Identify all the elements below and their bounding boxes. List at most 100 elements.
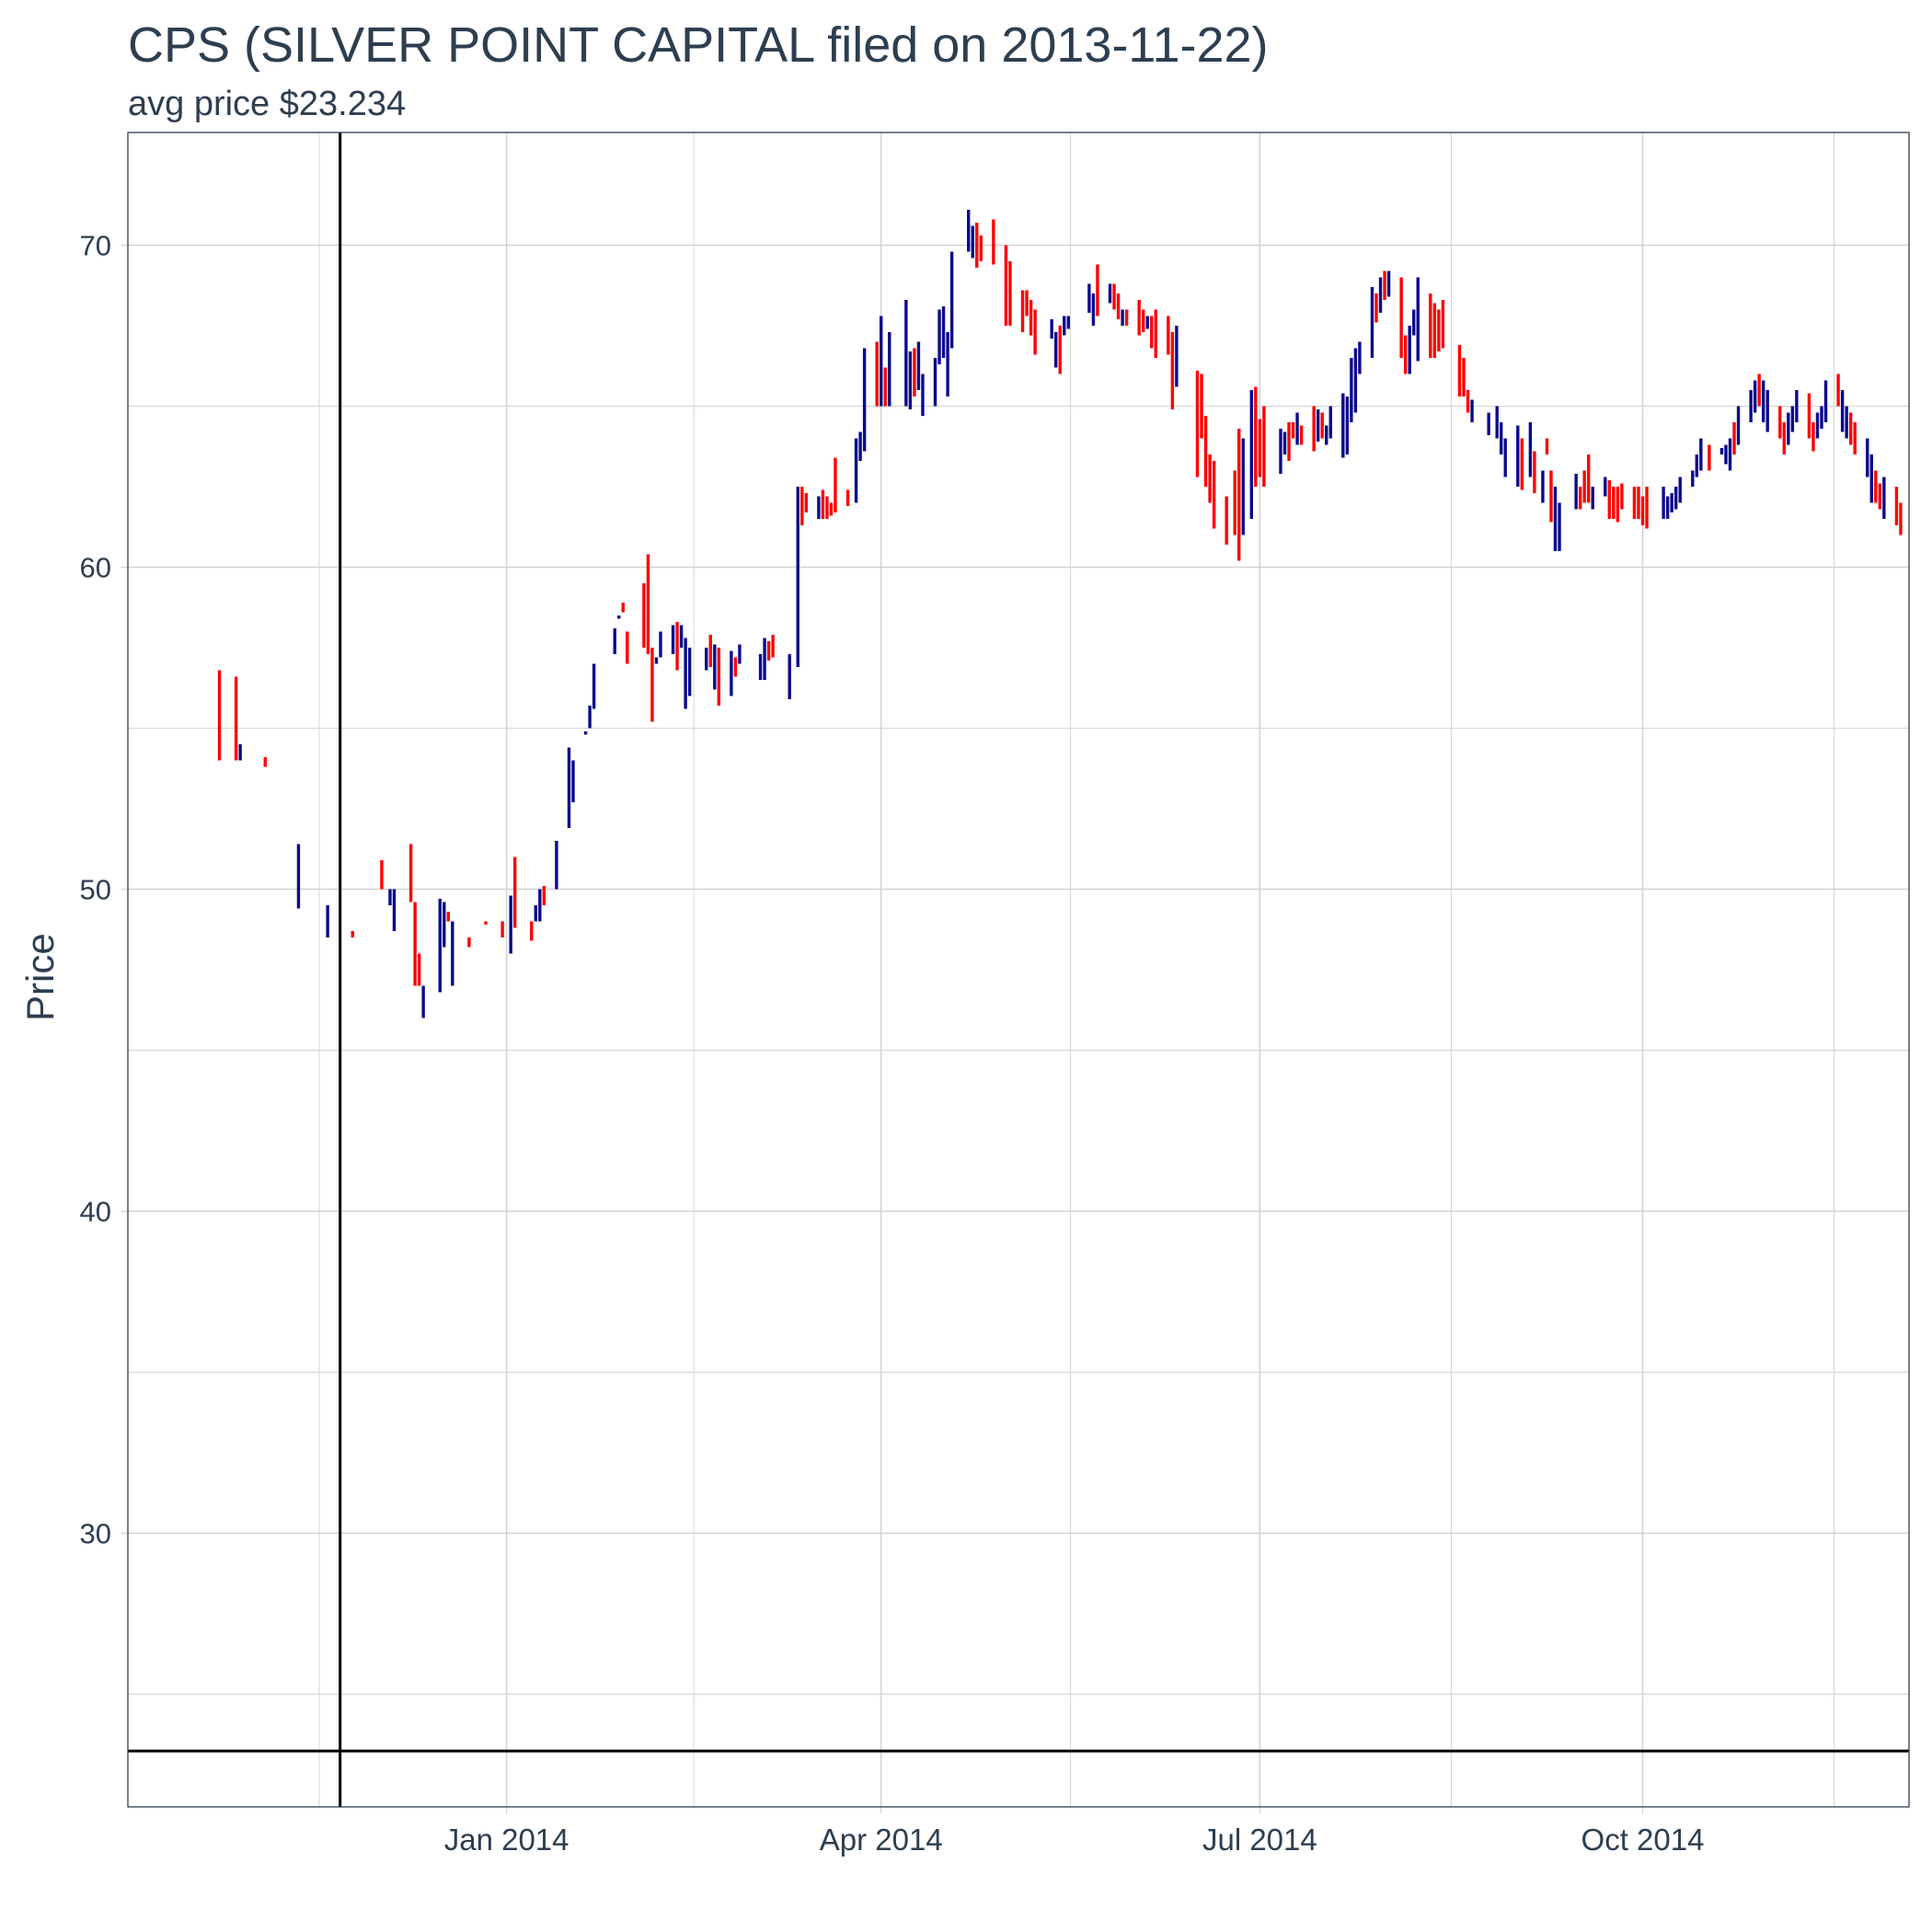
ohlc-bar (1899, 502, 1903, 535)
ohlc-bar (937, 309, 941, 364)
ohlc-bar (1545, 438, 1549, 454)
ohlc-bar (1553, 487, 1558, 551)
ohlc-bar (1637, 487, 1640, 519)
ohlc-bar (1757, 374, 1761, 407)
ohlc-bar (1175, 326, 1179, 387)
ohlc-bar (1345, 397, 1350, 454)
ohlc-bar (1612, 487, 1616, 519)
grid-layer (128, 132, 1909, 1807)
ohlc-bar (1462, 358, 1466, 397)
ohlc-bar (1500, 422, 1503, 454)
ohlc-bar (351, 931, 354, 937)
ohlc-bar (875, 341, 879, 407)
ohlc-bar (1695, 454, 1699, 477)
ohlc-bar (1416, 277, 1420, 362)
ohlc-bar (1874, 470, 1878, 503)
ohlc-bar (946, 332, 949, 397)
ohlc-bar (1408, 326, 1411, 374)
ohlc-bar (766, 641, 771, 661)
ohlc-bar (1316, 409, 1320, 442)
ohlc-bar (1137, 300, 1141, 336)
ohlc-bar (1708, 444, 1711, 471)
ohlc-bar (1882, 477, 1886, 519)
ohlc-bar (1291, 422, 1295, 439)
ohlc-bar (1487, 412, 1490, 435)
ohlc-bars (217, 210, 1903, 1018)
ohlc-bar (880, 316, 883, 407)
ohlc-bar (1200, 374, 1203, 439)
ohlc-bar (904, 300, 908, 407)
ohlc-bar (1678, 477, 1682, 503)
ohlc-bar (684, 638, 687, 709)
ohlc-bar (417, 953, 421, 986)
ohlc-bar (1587, 454, 1591, 503)
ohlc-bar (1845, 406, 1848, 439)
ohlc-bar (804, 493, 809, 512)
ohlc-bar (921, 374, 925, 416)
y-tick-label: 60 (80, 552, 111, 584)
ohlc-bar (1429, 293, 1432, 358)
ohlc-bar (1441, 300, 1445, 349)
ohlc-bar (555, 841, 558, 890)
ohlc-bar (446, 912, 450, 922)
ohlc-bar (1029, 300, 1033, 336)
ohlc-bar (1811, 422, 1815, 452)
ohlc-bar (1096, 264, 1099, 316)
ohlc-bar (1145, 316, 1149, 329)
ohlc-bar (1732, 422, 1736, 454)
ohlc-bar (738, 644, 742, 664)
ohlc-bar (451, 921, 454, 986)
ohlc-bar (1645, 487, 1649, 529)
ohlc-bar (845, 489, 850, 506)
chart-subtitle: avg price $23.234 (128, 85, 407, 123)
x-tick-label: Jul 2014 (1202, 1823, 1317, 1857)
ohlc-bar (467, 937, 471, 948)
ohlc-bar (1736, 406, 1741, 445)
ohlc-bar (1124, 309, 1129, 326)
ohlc-bar (763, 638, 766, 680)
ohlc-bar (626, 631, 629, 664)
ohlc-bar (1383, 270, 1386, 300)
ohlc-bar (687, 648, 692, 696)
ohlc-bar (408, 844, 413, 903)
ohlc-bar (1170, 332, 1175, 409)
ohlc-bar (588, 706, 592, 729)
ohlc-bar (1582, 470, 1586, 503)
ohlc-bar (1457, 345, 1462, 397)
ohlc-bar (854, 438, 858, 503)
ohlc-bar (933, 358, 937, 407)
ohlc-bar (758, 654, 763, 680)
ohlc-bar (1670, 493, 1673, 512)
ohlc-bar (388, 889, 392, 905)
ohlc-bar (500, 921, 504, 937)
ohlc-bar (705, 648, 708, 671)
ohlc-bar (1470, 399, 1474, 422)
ohlc-bar (733, 657, 738, 677)
ohlc-bar (613, 628, 616, 654)
ohlc-bar (1853, 422, 1857, 454)
x-tick-label: Oct 2014 (1581, 1823, 1705, 1857)
ohlc-bar (888, 332, 891, 407)
ohlc-bar (1724, 444, 1728, 465)
ohlc-bar (438, 899, 442, 993)
ohlc-bar (1167, 316, 1170, 355)
ohlc-bar (1823, 380, 1828, 422)
ohlc-bar (1142, 309, 1145, 332)
ohlc-bar (717, 648, 721, 706)
ohlc-bar (1836, 374, 1840, 407)
ohlc-bar (238, 744, 242, 761)
ohlc-bar (992, 219, 995, 265)
ohlc-bar (971, 225, 974, 259)
ohlc-bar (1528, 422, 1533, 477)
ohlc-bar (1790, 406, 1795, 432)
ohlc-bar (1054, 332, 1058, 368)
ohlc-bar (883, 367, 887, 407)
ohlc-bar (1063, 316, 1066, 336)
ohlc-bar (1233, 470, 1236, 535)
ohlc-bar (941, 306, 946, 358)
ohlc-bar (296, 844, 301, 909)
ohlc-bar (1150, 316, 1154, 349)
reference-lines (128, 132, 1909, 1807)
ohlc-bar (263, 757, 267, 767)
y-tick-label: 30 (80, 1518, 111, 1550)
